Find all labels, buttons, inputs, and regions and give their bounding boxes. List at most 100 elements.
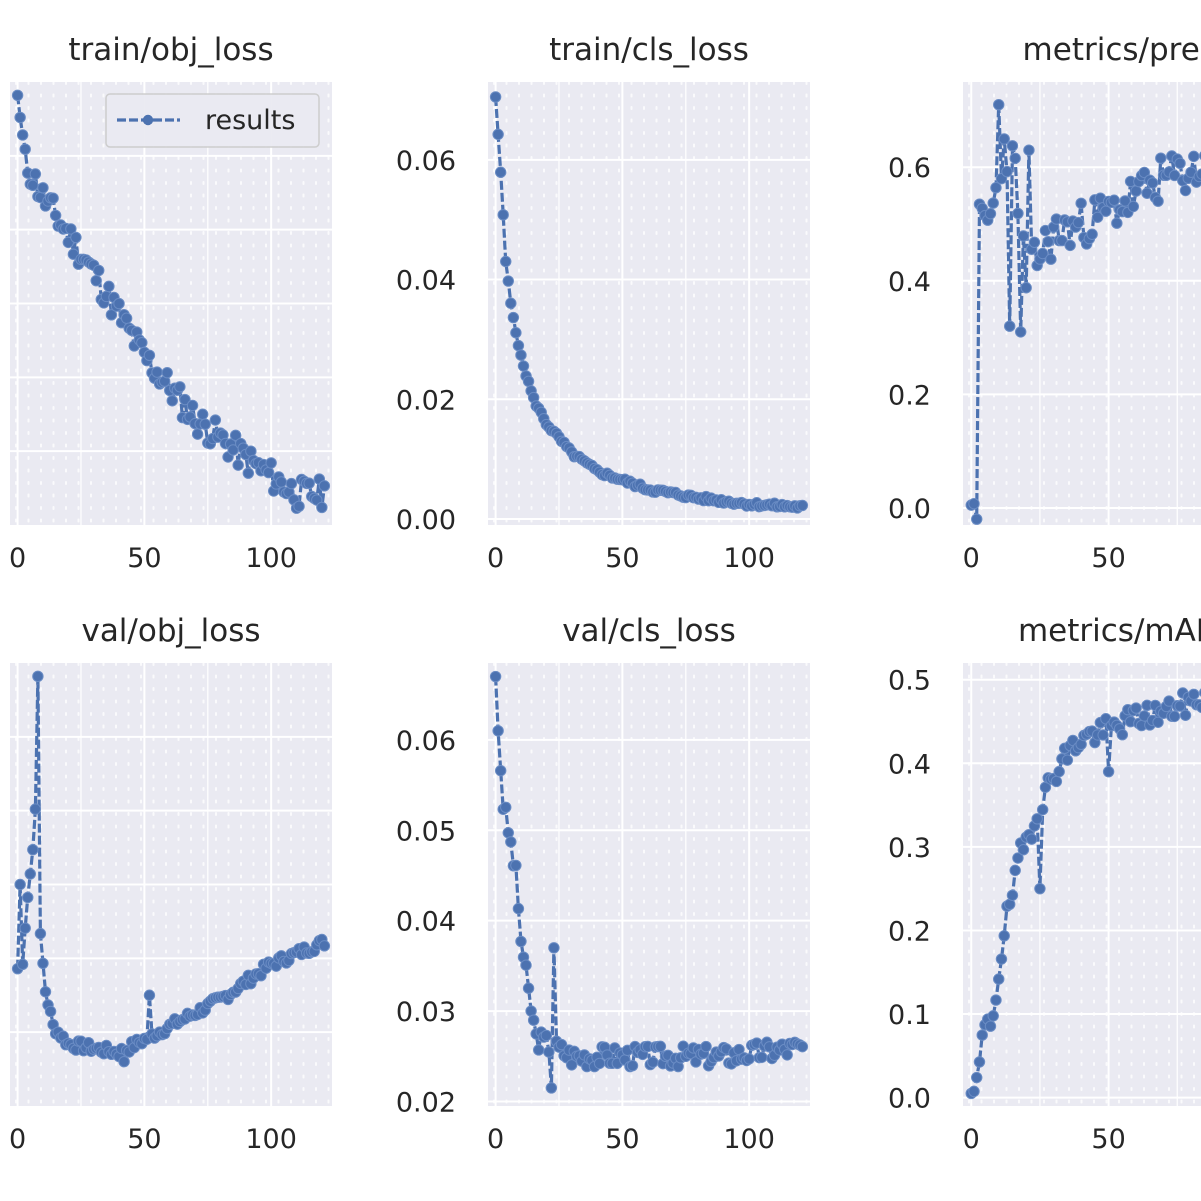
y-tick-label: 0.03 bbox=[396, 997, 456, 1028]
data-point bbox=[143, 349, 156, 362]
data-point bbox=[968, 1085, 980, 1098]
data-point bbox=[143, 989, 156, 1001]
x-tick-label: 100 bbox=[245, 1124, 297, 1155]
data-point bbox=[1061, 754, 1074, 766]
data-point bbox=[318, 480, 331, 492]
data-point bbox=[494, 166, 507, 178]
data-point bbox=[1130, 185, 1142, 197]
data-point bbox=[489, 670, 502, 683]
data-point bbox=[492, 128, 504, 141]
data-point bbox=[1155, 152, 1167, 164]
data-point bbox=[543, 1046, 555, 1058]
data-point bbox=[993, 99, 1005, 111]
data-point bbox=[512, 339, 525, 352]
data-point bbox=[1102, 765, 1115, 778]
data-point bbox=[1006, 889, 1019, 901]
data-point bbox=[196, 408, 209, 420]
series-results bbox=[11, 670, 331, 1068]
data-point bbox=[548, 942, 560, 954]
data-point bbox=[29, 168, 42, 180]
data-point bbox=[700, 1040, 712, 1053]
data-point bbox=[70, 231, 82, 244]
x-tick-label: 50 bbox=[127, 543, 161, 574]
data-point bbox=[565, 1059, 578, 1071]
panel-4: 0 50 100 0.02 0.03 0.04 0.05 0.06 val/cls_loss bbox=[396, 613, 810, 1155]
data-point bbox=[1111, 217, 1123, 229]
data-point bbox=[1020, 282, 1032, 294]
y-tick-label: 0.2 bbox=[888, 380, 931, 411]
y-tick-label: 0.4 bbox=[888, 267, 931, 298]
panel-title: train/obj_loss bbox=[68, 32, 273, 68]
y-tick-label: 0.06 bbox=[396, 726, 456, 757]
data-point bbox=[186, 399, 199, 412]
series-results bbox=[965, 687, 1201, 1100]
y-tick-label: 0.0 bbox=[888, 494, 931, 525]
y-tick-label: 0.4 bbox=[888, 749, 931, 780]
data-point bbox=[990, 182, 1002, 194]
panel-5: 0 50 0.0 0.1 0.2 0.3 0.4 0.5 metrics/mAP_ bbox=[888, 613, 1201, 1155]
panel-title: val/cls_loss bbox=[562, 613, 736, 649]
data-point bbox=[49, 209, 62, 222]
data-point bbox=[520, 959, 532, 971]
data-point bbox=[1012, 852, 1024, 864]
series-results bbox=[11, 89, 331, 514]
data-point bbox=[522, 982, 535, 994]
data-point bbox=[285, 477, 298, 490]
series-results bbox=[489, 91, 809, 514]
data-point bbox=[174, 381, 186, 393]
data-point bbox=[39, 986, 52, 998]
data-point bbox=[245, 445, 257, 457]
data-point bbox=[533, 1044, 545, 1056]
data-point bbox=[743, 1053, 755, 1065]
data-point bbox=[1009, 864, 1021, 877]
data-point bbox=[647, 1056, 659, 1068]
data-point bbox=[1188, 150, 1200, 163]
y-tick-label: 0.05 bbox=[396, 816, 456, 847]
data-point bbox=[512, 902, 525, 915]
data-point bbox=[494, 764, 507, 777]
data-point bbox=[1091, 211, 1104, 223]
data-point bbox=[32, 670, 44, 683]
data-point bbox=[1179, 184, 1192, 197]
data-point bbox=[781, 1049, 793, 1061]
data-point bbox=[1025, 833, 1038, 845]
x-tick-label: 0 bbox=[963, 1124, 980, 1155]
data-point bbox=[497, 209, 509, 221]
data-point bbox=[1036, 803, 1049, 816]
legend-marker bbox=[142, 114, 154, 126]
data-point bbox=[27, 843, 39, 856]
x-tick-label: 50 bbox=[1091, 1124, 1125, 1155]
data-point bbox=[275, 476, 287, 488]
data-point bbox=[500, 255, 512, 268]
data-point bbox=[37, 182, 49, 194]
data-point bbox=[492, 725, 504, 737]
data-point bbox=[11, 89, 24, 101]
data-point bbox=[976, 1029, 988, 1041]
data-point bbox=[1017, 843, 1030, 856]
data-point bbox=[1045, 253, 1057, 265]
data-point bbox=[1179, 709, 1192, 721]
panel-3: 0 50 100 val/obj_loss bbox=[9, 613, 332, 1155]
data-point bbox=[90, 274, 102, 287]
panel-2: 0 50 0.0 0.2 0.4 0.6 metrics/preci bbox=[888, 32, 1201, 574]
data-point bbox=[987, 197, 999, 209]
x-tick-label: 50 bbox=[1091, 543, 1125, 574]
data-point bbox=[265, 457, 277, 469]
y-tick-label: 0.02 bbox=[396, 1087, 456, 1118]
data-point bbox=[1034, 882, 1046, 895]
data-point bbox=[626, 1059, 639, 1072]
data-point bbox=[47, 192, 59, 204]
y-tick-label: 0.6 bbox=[888, 153, 931, 184]
data-point bbox=[166, 395, 178, 407]
data-point bbox=[179, 393, 191, 406]
data-point bbox=[1004, 320, 1016, 332]
x-tick-label: 0 bbox=[9, 1124, 26, 1155]
data-point bbox=[242, 467, 255, 479]
data-point bbox=[1028, 236, 1041, 249]
data-point bbox=[93, 264, 105, 277]
data-point bbox=[24, 868, 36, 880]
y-tick-label: 0.3 bbox=[888, 833, 931, 864]
data-point bbox=[993, 973, 1005, 985]
data-point bbox=[14, 111, 26, 124]
